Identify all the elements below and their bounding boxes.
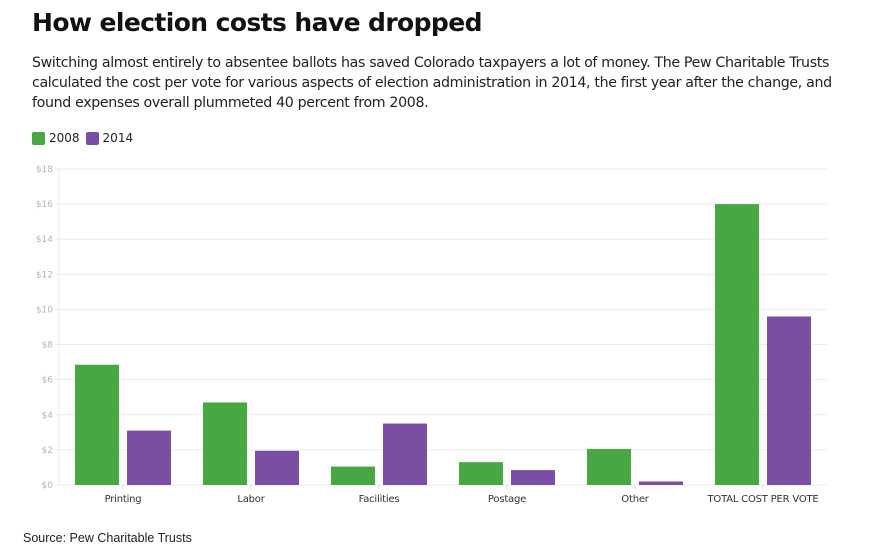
- bar-2014-facilities: [383, 423, 427, 485]
- chart-subtitle: Switching almost entirely to absentee ba…: [32, 55, 832, 111]
- bar-2008-labor: [203, 402, 247, 485]
- bar-2008-total-cost-per-vote: [715, 204, 759, 485]
- bar-2014-total-cost-per-vote: [767, 316, 811, 485]
- y-tick-label: $4: [42, 411, 54, 421]
- x-tick-label: Facilities: [359, 494, 400, 505]
- y-tick-label: $0: [42, 481, 54, 491]
- y-tick-label: $8: [42, 341, 54, 351]
- legend-swatch-2008: [32, 131, 45, 145]
- x-tick-label: TOTAL COST PER VOTE: [706, 494, 818, 505]
- chart-title: How election costs have dropped: [32, 8, 482, 37]
- bar-2014-printing: [127, 430, 171, 485]
- y-tick-label: $10: [36, 305, 53, 315]
- x-tick-label: Postage: [488, 494, 526, 505]
- gridlines: [55, 168, 827, 486]
- y-tick-label: $2: [42, 446, 53, 456]
- legend-label-2008: 2008: [49, 131, 80, 145]
- bar-2014-postage: [511, 470, 555, 485]
- source-note: Source: Pew Charitable Trusts: [23, 531, 192, 545]
- y-tick-label: $14: [36, 235, 53, 245]
- y-tick-label: $12: [36, 270, 53, 280]
- y-axis: $0 $2 $4 $6 $8 $10 $12 $14 $16 $18: [36, 165, 60, 491]
- legend-item-2008: 2008: [32, 131, 80, 145]
- bar-2008-other: [587, 449, 631, 485]
- x-tick-label: Printing: [105, 494, 142, 505]
- y-tick-label: $6: [42, 376, 54, 386]
- y-tick-label: $18: [36, 165, 53, 175]
- bar-2014-other: [639, 481, 683, 485]
- bar-2008-facilities: [331, 466, 375, 485]
- x-tick-label: Labor: [237, 494, 265, 505]
- x-axis: Printing Labor Facilities Postage Other TOTAL…: [105, 485, 819, 505]
- legend: 2008 2014: [32, 131, 139, 145]
- legend-swatch-2014: [85, 131, 99, 145]
- x-tick-label: Other: [621, 494, 649, 505]
- legend-label-2014: 2014: [102, 131, 134, 145]
- bars: [75, 204, 811, 485]
- bar-2008-printing: [75, 364, 119, 485]
- bar-2014-labor: [255, 450, 299, 485]
- bar-2008-postage: [459, 462, 503, 485]
- legend-item-2014: 2014: [85, 131, 134, 145]
- y-tick-label: $16: [36, 200, 53, 210]
